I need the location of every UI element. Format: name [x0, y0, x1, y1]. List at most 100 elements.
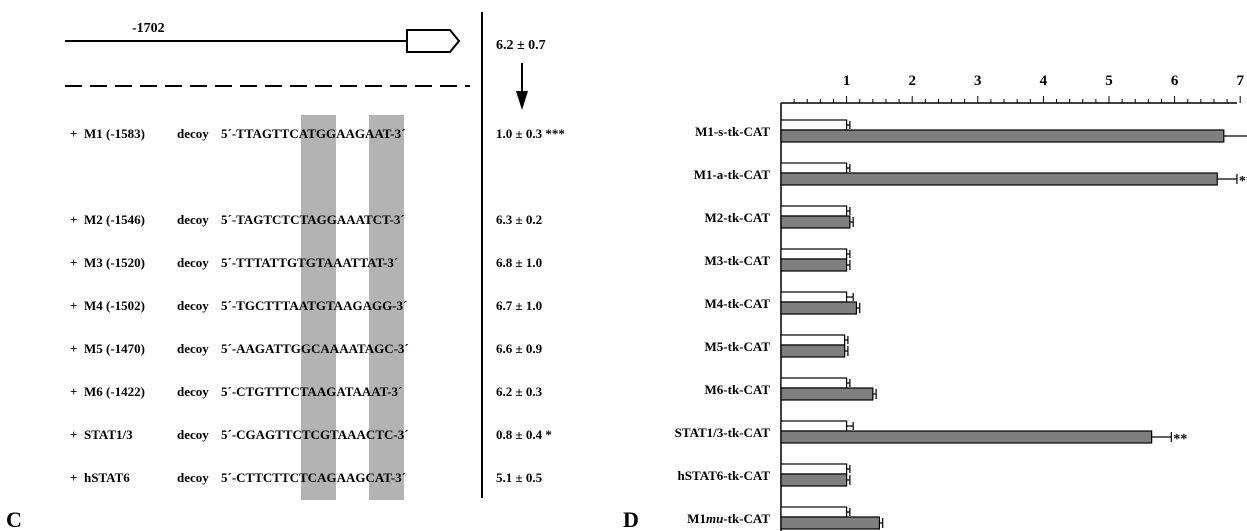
decoy-name: STAT1/3 — [84, 427, 133, 442]
decoy-name: M1 (-1583) — [84, 126, 145, 141]
decoy-row: + STAT1/3 decoy 5´-CGAGTTCTCGTAAACTC-3´ 0.8 … — [70, 427, 552, 442]
bar-chart: 1 2 3 4 5 6 7 M1-s-tk-CAT* M1-a-tk-CAT ** M2-tk-CA… — [675, 73, 1247, 531]
category-label: M5-tk-CAT — [705, 339, 771, 354]
plus-sign: + — [70, 255, 77, 270]
category-label: M1mu-tk-CAT — [687, 511, 770, 526]
decoy-word: decoy — [177, 255, 209, 270]
bar-control — [780, 420, 848, 432]
bar-group: M6-tk-CAT — [705, 377, 877, 401]
error-bar — [846, 508, 851, 516]
decoy-fold-induction: 6.6 ± 0.9 — [496, 341, 543, 356]
bar-group: M4-tk-CAT — [705, 291, 861, 315]
bar-treatment — [780, 215, 851, 229]
x-tick-label: 4 — [1040, 73, 1048, 89]
category-label: M2-tk-CAT — [705, 210, 771, 225]
promoter-position-label: -1702 — [132, 21, 165, 36]
decoy-name: M6 (-1422) — [84, 384, 145, 399]
error-bar — [846, 121, 851, 129]
category-label: STAT1/3-tk-CAT — [675, 425, 771, 440]
x-tick-label: 6 — [1171, 73, 1179, 89]
bar-group: M1mu-tk-CAT — [687, 506, 884, 530]
bar-control — [780, 162, 848, 174]
error-bar — [846, 250, 851, 258]
x-tick-label: 3 — [974, 73, 982, 89]
decoy-name: M5 (-1470) — [84, 341, 145, 356]
bar-group: M1-s-tk-CAT* — [695, 119, 1247, 143]
decoy-word: decoy — [177, 470, 209, 485]
promoter-construct: -1702 — [65, 21, 461, 53]
decoy-fold-induction: 6.8 ± 1.0 — [496, 255, 542, 270]
decoy-word: decoy — [177, 212, 209, 227]
decoy-word: decoy — [177, 298, 209, 313]
x-tick-label: 5 — [1105, 73, 1113, 89]
decoy-name: M3 (-1520) — [84, 255, 145, 270]
bar-control — [780, 248, 848, 260]
bar-control — [780, 377, 848, 389]
decoy-sequence: 5´-CTTCTTCTCAGAAGCAT-3´ — [221, 470, 406, 485]
category-label: M3-tk-CAT — [705, 253, 771, 268]
plus-sign: + — [70, 427, 77, 442]
bar-group: STAT1/3-tk-CAT ** — [675, 420, 1187, 447]
plus-sign: + — [70, 470, 77, 485]
error-bar — [844, 336, 849, 344]
bar-treatment — [780, 516, 881, 530]
bar-control — [780, 205, 848, 217]
bar-group: hSTAT6-tk-CAT — [678, 463, 851, 487]
error-bar — [846, 207, 851, 215]
decoy-name: M4 (-1502) — [84, 298, 145, 313]
error-bar — [846, 465, 851, 473]
error-bar — [849, 217, 854, 227]
promoter-fold-induction: 6.2 ± 0.7 — [496, 38, 546, 53]
bar-group: M3-tk-CAT — [705, 248, 851, 272]
decoy-word: decoy — [177, 384, 209, 399]
x-tick-label: 1 — [843, 73, 851, 89]
bar-treatment — [780, 430, 1153, 444]
significance-marker: ** — [1173, 432, 1187, 447]
bar-treatment — [780, 387, 874, 401]
error-bar — [872, 389, 877, 399]
decoy-table: + M1 (-1583) decoy 5´-TTAGTTCATGGAAGAAT-3´ 1… — [70, 115, 565, 500]
category-label-part: M1 — [687, 511, 706, 526]
bar-treatment — [780, 473, 848, 487]
decoy-row: + M1 (-1583) decoy 5´-TTAGTTCATGGAAGAAT-3´ 1… — [70, 126, 565, 141]
decoy-row: + M4 (-1502) decoy 5´-TGCTTTAATGTAAGAGG-3´ 6… — [70, 298, 542, 313]
error-bar — [846, 293, 854, 301]
error-bar — [844, 346, 849, 356]
decoy-name: hSTAT6 — [84, 470, 130, 485]
bar-group: M1-a-tk-CAT ** — [694, 162, 1247, 189]
bar-control — [780, 291, 848, 303]
decoy-fold-induction: 1.0 ± 0.3 *** — [496, 126, 565, 141]
plus-sign: + — [70, 341, 77, 356]
plus-sign: + — [70, 126, 77, 141]
error-bar — [846, 475, 851, 485]
decoy-fold-induction: 6.3 ± 0.2 — [496, 212, 542, 227]
decoy-name: M2 (-1546) — [84, 212, 145, 227]
decoy-word: decoy — [177, 427, 209, 442]
error-bar — [1223, 135, 1247, 137]
error-bar — [856, 303, 861, 313]
panel-c-label: C — [6, 507, 22, 531]
decoy-fold-induction: 5.1 ± 0.5 — [496, 470, 543, 485]
plus-sign: + — [70, 384, 77, 399]
highlight-column — [301, 115, 336, 500]
decoy-sequence: 5´-TAGTCTCTAGGAAATCT-3´ — [221, 212, 405, 227]
category-label: M1-s-tk-CAT — [695, 124, 770, 139]
error-bar — [846, 260, 851, 270]
bar-control — [780, 463, 848, 475]
error-bar — [1217, 174, 1238, 184]
x-tick-label: 7 — [1236, 73, 1244, 89]
bar-control — [780, 506, 848, 518]
category-label: hSTAT6-tk-CAT — [678, 468, 771, 483]
decoy-sequence: 5´-CGAGTTCTCGTAAACTC-3´ — [221, 427, 409, 442]
decoy-sequence: 5´-TGCTTTAATGTAAGAGG-3´ — [221, 298, 407, 313]
error-bar — [1151, 432, 1172, 442]
decoy-word: decoy — [177, 341, 209, 356]
highlight-column — [369, 115, 404, 500]
plus-sign: + — [70, 212, 77, 227]
category-label-part: mu — [706, 511, 723, 526]
category-label: M4-tk-CAT — [705, 296, 771, 311]
decoy-sequence: 5´-TTTATTGTGTAAATTAT-3´ — [221, 255, 398, 270]
bar-treatment — [780, 301, 858, 315]
decoy-sequence: 5´-AAGATTGGCAAAATAGC-3´ — [221, 341, 409, 356]
